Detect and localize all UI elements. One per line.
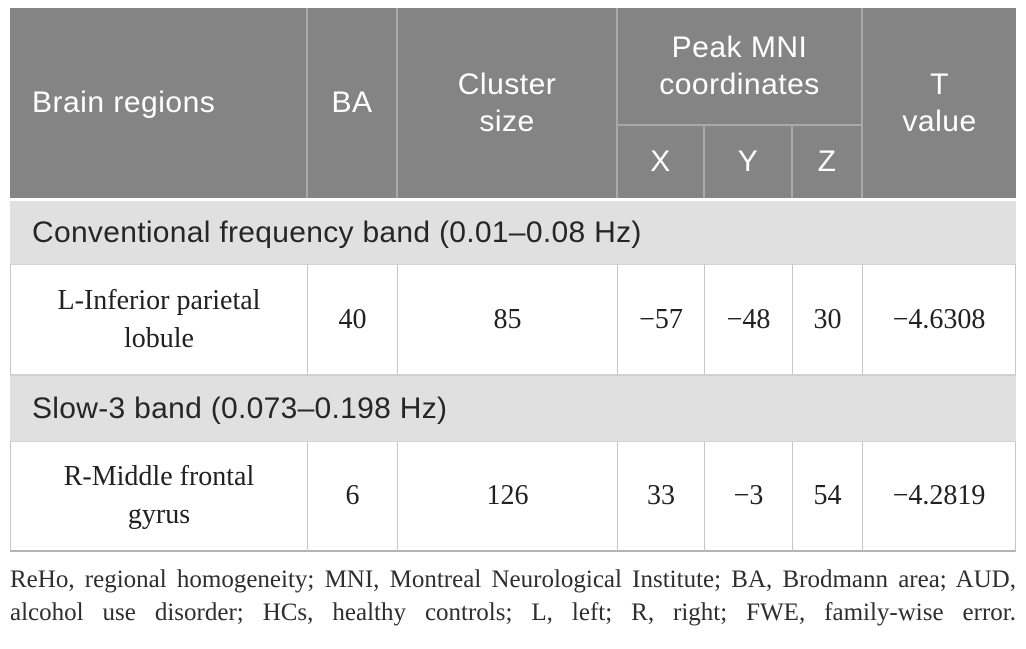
cell-x: −57: [618, 264, 705, 375]
region-name: L-Inferior parietal lobule: [57, 284, 261, 354]
table-row: R-Middle frontal gyrus 6 126 33 −3 54 −4…: [10, 441, 1017, 552]
cell-y: −48: [705, 264, 793, 375]
col-header-brain-regions: Brain regions: [10, 8, 308, 198]
cell-region: L-Inferior parietal lobule: [10, 264, 308, 375]
results-table: Brain regions BA Cluster size Peak MNI c…: [10, 8, 1017, 552]
cell-cluster-size: 85: [398, 264, 618, 375]
cell-ba: 6: [308, 441, 398, 552]
section-row-conventional-band: Conventional frequency band (0.01–0.08 H…: [10, 198, 1017, 264]
col-header-z: Z: [793, 126, 864, 198]
table-footnote: ReHo, regional homogeneity; MNI, Montrea…: [10, 566, 1016, 626]
cell-t-value: −4.6308: [863, 264, 1017, 375]
cell-ba: 40: [308, 264, 398, 375]
col-header-t-value: T value: [863, 8, 1017, 198]
section-row-slow3-band: Slow-3 band (0.073–0.198 Hz): [10, 375, 1017, 441]
cell-t-value: −4.2819: [863, 441, 1017, 552]
col-header-ba: BA: [308, 8, 398, 198]
cell-cluster-size: 126: [398, 441, 618, 552]
cluster-size-label: Cluster size: [457, 67, 557, 139]
cell-x: 33: [618, 441, 705, 552]
col-header-x: X: [618, 126, 705, 198]
cell-z: 30: [793, 264, 864, 375]
cell-y: −3: [705, 441, 793, 552]
cell-region: R-Middle frontal gyrus: [10, 441, 308, 552]
table-row: L-Inferior parietal lobule 40 85 −57 −48…: [10, 264, 1017, 375]
region-name: R-Middle frontal gyrus: [63, 461, 255, 530]
table-body: Conventional frequency band (0.01–0.08 H…: [10, 198, 1017, 552]
table-header: Brain regions BA Cluster size Peak MNI c…: [10, 8, 1017, 198]
section-title: Conventional frequency band (0.01–0.08 H…: [10, 198, 1017, 264]
col-header-cluster-size: Cluster size: [398, 8, 618, 198]
section-title: Slow-3 band (0.073–0.198 Hz): [10, 375, 1017, 441]
col-header-peak-mni-coordinates: Peak MNI coordinates: [618, 8, 864, 126]
t-value-label: T value: [902, 67, 977, 139]
cell-z: 54: [793, 441, 864, 552]
col-header-y: Y: [705, 126, 793, 198]
